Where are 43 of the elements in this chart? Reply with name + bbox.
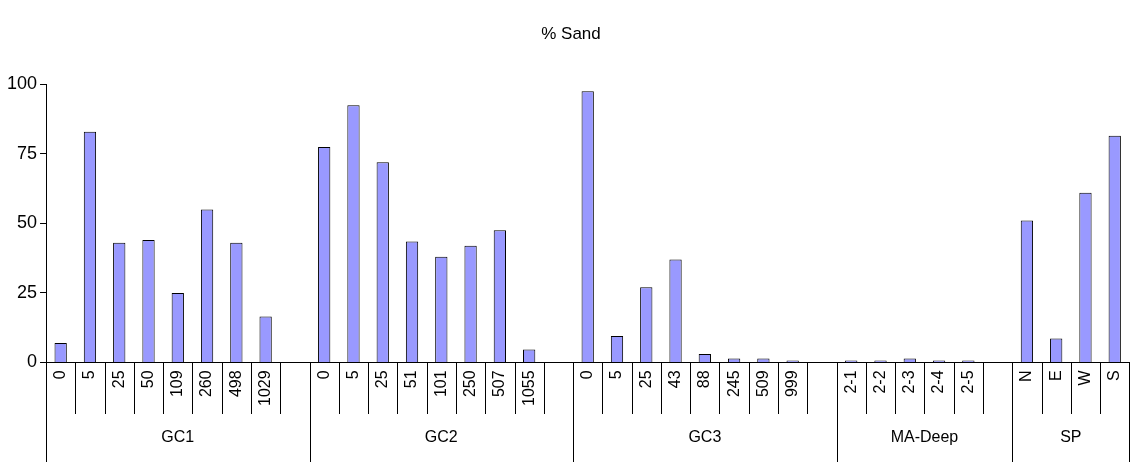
x-tick-label: 25 [109,370,127,389]
text: GC2 [424,428,458,446]
x-tick-label: 109 [168,370,186,398]
text: MA-Deep [890,428,959,446]
x-tick-label: 2-5 [958,370,976,394]
x-tick-label: 51 [402,370,420,389]
x-tick-label: 5 [80,370,98,380]
text: GC3 [688,428,722,446]
x-tick-label: 25 [373,370,391,389]
x-tick-label: N [1017,370,1035,382]
y-tick-label: 75 [17,142,38,163]
x-tick-label: 2-2 [870,370,888,394]
x-tick-label: 88 [695,370,713,389]
x-tick-label: 2-3 [900,370,918,394]
x-tick-label: 498 [226,370,244,398]
x-tick-label: 5 [607,370,625,380]
x-tick-label: 2-1 [841,370,859,394]
y-tick-label: 25 [17,281,38,302]
x-tick-label: 0 [314,370,332,380]
x-tick-label: 0 [578,370,596,380]
chart-title: % Sand [541,23,601,43]
x-tick-label: 2-4 [929,370,947,394]
x-tick-label: 101 [431,370,449,398]
x-tick-label: 50 [138,370,156,389]
x-tick-label: 1029 [256,370,274,406]
y-tick-label: 50 [17,212,38,233]
text: SP [1060,428,1082,446]
x-tick-label: E [1046,370,1064,382]
x-tick-label: 250 [461,370,478,398]
x-tick-label: 260 [197,370,215,398]
x-tick-label: W [1075,369,1093,386]
x-tick-label: 25 [636,370,654,389]
x-tick-label: 0 [51,370,69,380]
x-tick-label: 1055 [519,370,537,406]
x-tick-label: 43 [665,370,683,389]
y-tick-label: 100 [6,73,38,94]
x-tick-label: 507 [490,370,508,398]
x-tick-label: 5 [343,370,361,380]
text: GC1 [161,428,195,446]
x-tick-label: 245 [724,370,742,398]
x-tick-label: 509 [753,370,771,398]
x-tick-label: 999 [783,370,801,398]
x-tick-label: S [1105,370,1123,382]
